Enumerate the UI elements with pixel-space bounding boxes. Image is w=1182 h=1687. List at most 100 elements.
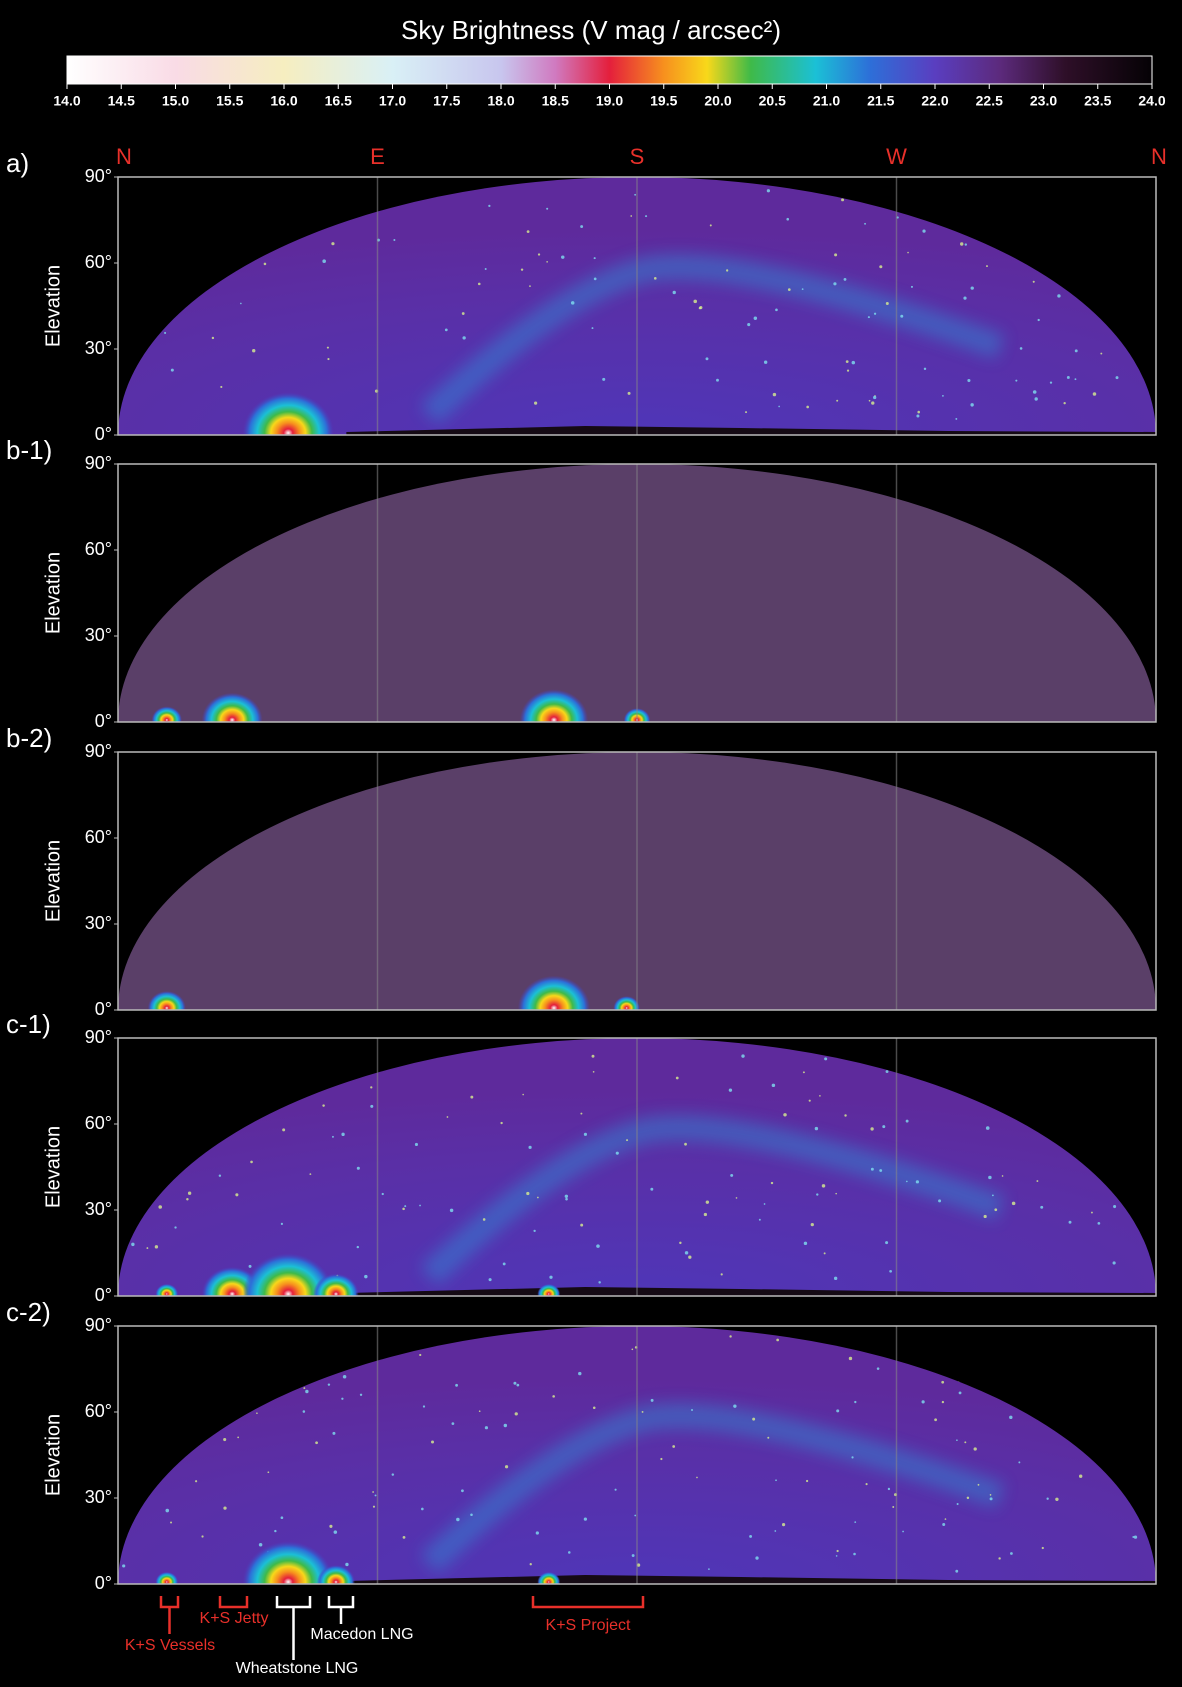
sky-panel: 0°30°60°90°Elevationc-2) [6,1297,1156,1623]
star [584,1133,587,1136]
y-tick-label: 90° [85,1315,112,1335]
star [209,1145,211,1147]
light-glow [148,991,186,1025]
star [916,414,919,417]
star [1009,1416,1012,1419]
star [546,208,548,210]
star [1060,199,1062,201]
star [871,1168,874,1171]
star [522,1094,524,1096]
star [343,1375,347,1379]
star [816,1193,818,1195]
star [332,1432,335,1435]
light-glow [520,689,588,750]
panel-label: a) [6,148,29,178]
star [922,230,925,233]
star [778,406,780,408]
star [200,212,202,214]
annotation-label: K+S Vessels [125,1637,215,1654]
star [699,306,702,309]
y-tick-label: 30° [85,913,112,933]
star [341,1133,344,1136]
star [212,337,214,339]
star [146,1247,148,1249]
y-tick-label: 60° [85,539,112,559]
colorbar-tick-label: 22.5 [976,93,1003,109]
star [483,1218,486,1221]
star [309,1173,311,1175]
star [334,1530,338,1534]
star [206,1072,209,1075]
star [1116,376,1119,379]
annotation-bracket [220,1596,247,1607]
y-tick-label: 60° [85,252,112,272]
star [209,1388,212,1391]
star [960,242,963,245]
compass-direction: S [630,144,645,169]
star [759,1219,761,1221]
colorbar-tick-label: 16.0 [270,93,297,109]
star [241,1100,243,1102]
star [822,1184,825,1187]
star [175,1141,177,1143]
star [372,1491,374,1493]
panel-label: b-2) [6,723,52,753]
star [593,1071,595,1073]
star [957,1503,959,1505]
star [924,368,926,370]
star [873,396,876,399]
star [775,309,778,312]
star [1079,1475,1082,1478]
star [815,1127,818,1130]
star [521,268,523,270]
star [616,1152,619,1155]
sky-panel: 0°30°60°90°Elevationb-2) [6,723,1156,1040]
colorbar-tick-label: 21.0 [813,93,840,109]
star [267,1471,269,1473]
star [955,1570,958,1573]
star [833,282,836,285]
star [485,268,487,270]
star [515,1412,518,1415]
panel-label: b-1) [6,435,52,465]
star [978,1484,980,1486]
y-tick-label: 30° [85,1199,112,1219]
star [382,1193,384,1195]
star [981,1051,984,1054]
star [634,194,636,196]
light-glow [518,976,590,1041]
star [844,1114,846,1116]
star [1020,347,1023,350]
star [1136,1415,1138,1417]
star [462,312,465,315]
y-tick-label: 90° [85,166,112,186]
star [704,1213,707,1216]
y-tick-label: 0° [95,1573,112,1593]
star [1055,1498,1058,1501]
star [303,1410,306,1413]
star [992,1194,994,1196]
star [470,1096,473,1099]
light-glow [313,1274,359,1315]
star [504,1424,507,1427]
star [505,1465,508,1468]
star [249,1265,252,1268]
colorbar-tick-label: 22.0 [921,93,948,109]
y-axis-label: Elevation [42,1414,64,1496]
star [198,283,200,285]
star [1012,1202,1016,1206]
colorbar-tick-label: 16.5 [325,93,352,109]
star [945,1518,947,1520]
star [452,1422,455,1425]
star [281,1516,284,1519]
star [244,1068,246,1070]
colorbar-tick-label: 17.0 [379,93,406,109]
star [1148,286,1151,289]
star [571,301,575,305]
y-tick-label: 30° [85,625,112,645]
colorbar-tick-label: 14.5 [108,93,135,109]
colorbar-tick-label: 19.0 [596,93,623,109]
star [201,1535,203,1537]
star [673,291,676,294]
star [615,1489,617,1491]
